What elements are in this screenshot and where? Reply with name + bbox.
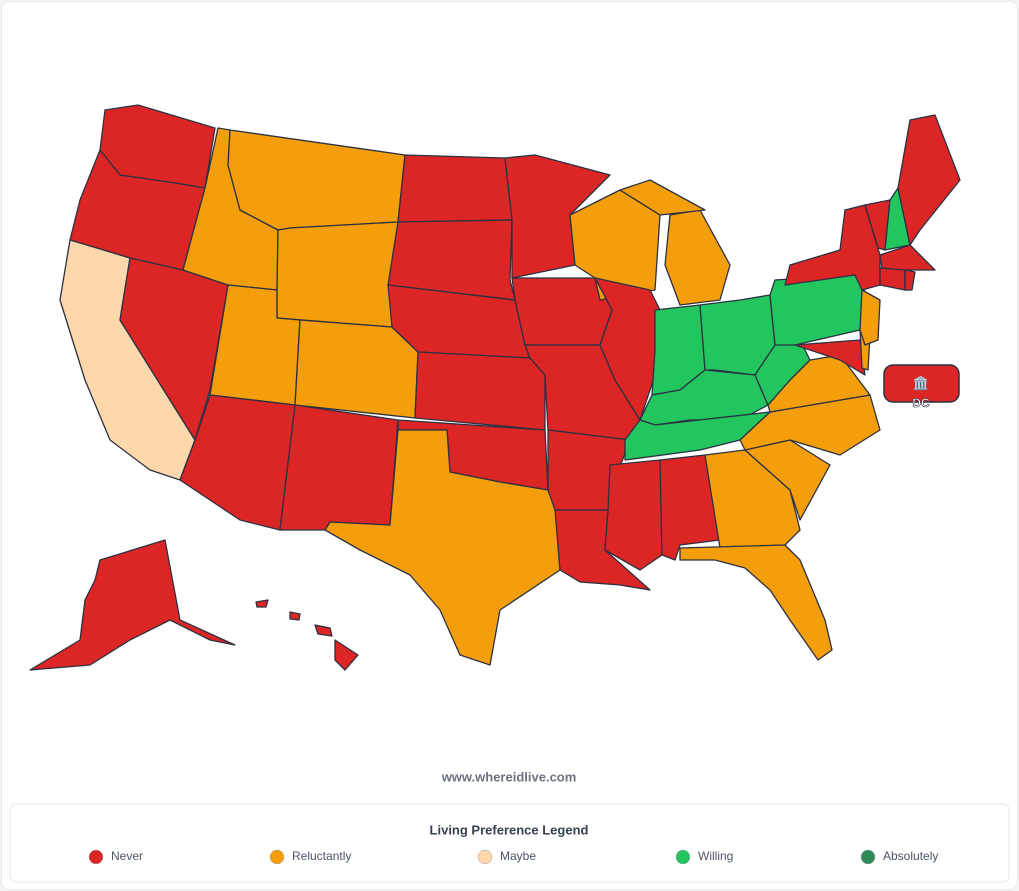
state[interactable] <box>784 204 881 291</box>
state[interactable] <box>739 394 881 456</box>
state[interactable] <box>794 339 866 376</box>
state[interactable] <box>397 154 513 223</box>
state[interactable] <box>897 114 961 246</box>
legend-label[interactable]: Absolutely <box>883 849 938 863</box>
dc-label: DC <box>912 396 930 410</box>
legend-label[interactable]: Reluctantly <box>292 849 351 863</box>
state[interactable] <box>859 289 881 346</box>
legend-label[interactable]: Never <box>111 849 143 863</box>
state[interactable] <box>289 611 301 621</box>
legend-swatch <box>269 849 285 865</box>
legend-items: Never Reluctantly Maybe Willing Absolutely <box>88 849 938 865</box>
state[interactable] <box>664 209 731 306</box>
state[interactable] <box>334 639 359 671</box>
legend-swatch <box>477 849 493 865</box>
legend-label[interactable]: Willing <box>698 849 733 863</box>
legend-box <box>9 803 1010 883</box>
state[interactable] <box>227 129 406 231</box>
states <box>29 104 961 671</box>
state[interactable] <box>29 539 236 671</box>
state[interactable] <box>387 219 516 301</box>
state[interactable] <box>414 351 546 431</box>
state[interactable] <box>879 267 906 291</box>
legend-swatch <box>675 849 691 865</box>
state[interactable] <box>619 179 706 216</box>
state[interactable] <box>279 404 399 531</box>
state[interactable] <box>276 221 399 328</box>
legend-label[interactable]: Maybe <box>500 849 536 863</box>
state[interactable] <box>324 429 561 666</box>
legend-swatch <box>88 849 104 865</box>
legend-title: Living Preference Legend <box>430 822 589 837</box>
watermark: www.whereidlive.com <box>441 769 577 784</box>
dc-badge[interactable] <box>883 364 960 403</box>
state[interactable] <box>904 269 916 291</box>
legend-swatch <box>860 849 876 865</box>
dc-icon: 🏛️ <box>913 375 929 390</box>
state[interactable] <box>255 599 269 608</box>
state[interactable] <box>314 624 333 637</box>
state[interactable] <box>679 544 833 661</box>
state[interactable] <box>604 459 663 571</box>
